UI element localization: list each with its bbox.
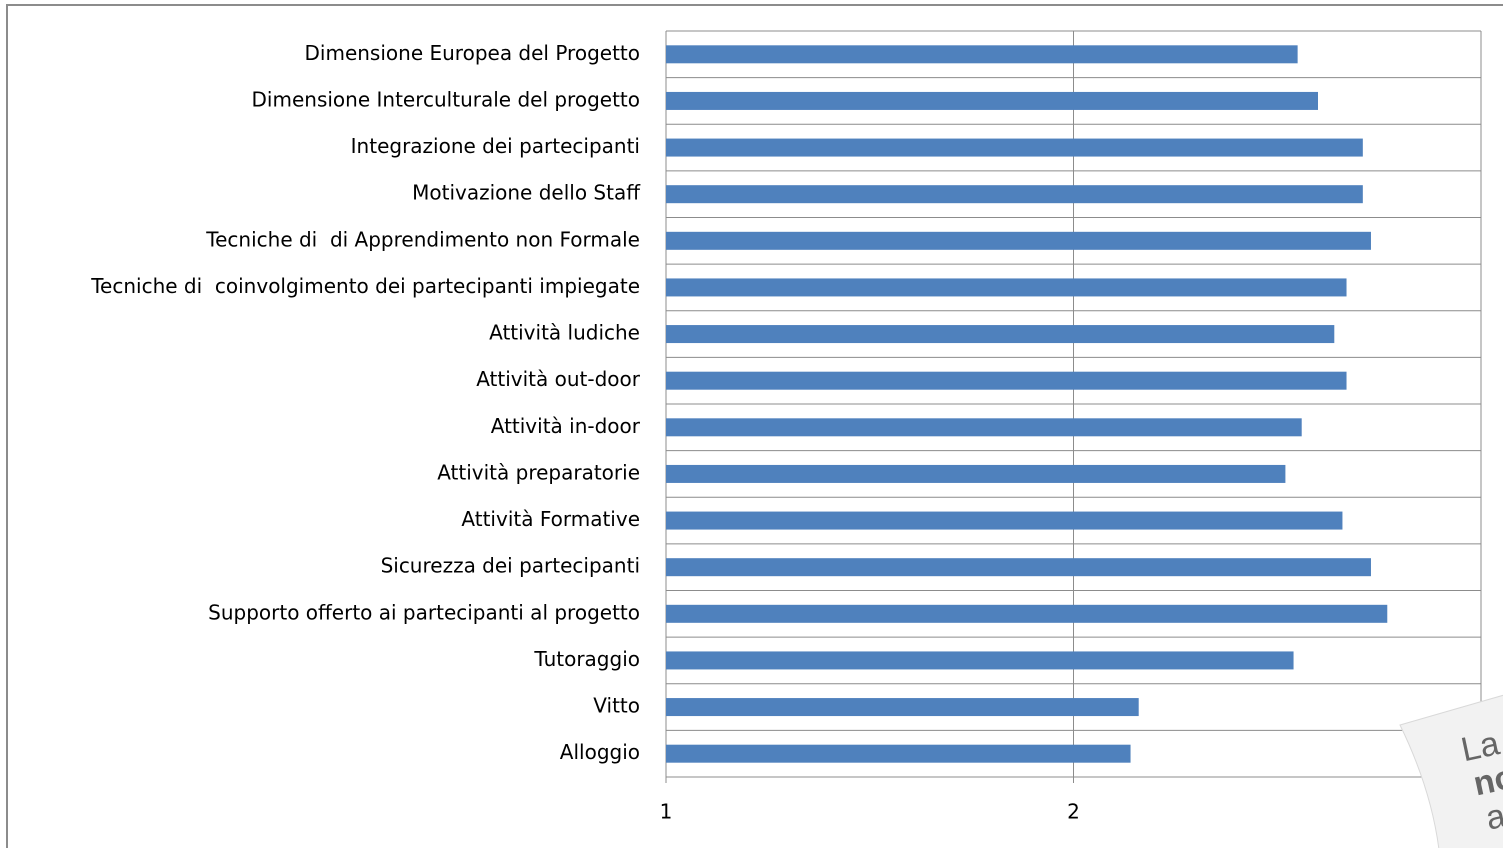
y-tick-label: Dimensione Europea del Progetto <box>305 41 640 65</box>
y-tick-label: Attività out-door <box>476 367 641 391</box>
bar <box>666 511 1343 530</box>
bar <box>666 231 1371 250</box>
y-tick-label: Tecniche di coinvolgimento dei partecipa… <box>90 274 640 298</box>
bar <box>666 371 1347 390</box>
y-tick-label: Tutoraggio <box>533 647 640 671</box>
y-tick-label: Tecniche di di Apprendimento non Formale <box>205 227 640 251</box>
y-tick-label: Attività Formative <box>461 507 640 531</box>
y-tick-label: Vitto <box>593 694 640 718</box>
y-tick-label: Alloggio <box>560 740 640 764</box>
bar <box>666 558 1371 577</box>
y-tick-label: Dimensione Interculturale del progetto <box>252 87 640 111</box>
frame <box>6 4 1503 848</box>
note-paper <box>1399 685 1503 848</box>
y-tick-label: Integrazione dei partecipanti <box>351 134 640 158</box>
y-tick-label: Supporto offerto ai partecipanti al prog… <box>208 600 640 624</box>
bar <box>666 744 1131 763</box>
note-text: La <box>1458 724 1503 769</box>
bar <box>666 45 1298 64</box>
bar <box>666 464 1286 483</box>
note-text: a <box>1482 797 1503 838</box>
bar <box>666 138 1363 157</box>
bar <box>666 651 1294 670</box>
bar <box>666 185 1363 204</box>
y-tick-label: Sicurezza dei partecipanti <box>381 554 640 578</box>
y-tick-label: Motivazione dello Staff <box>412 181 641 205</box>
y-tick-label: Attività ludiche <box>489 321 640 345</box>
y-tick-label: Attività in-door <box>491 414 641 438</box>
x-tick-label: 1 <box>660 800 673 824</box>
note-text: no <box>1470 758 1503 804</box>
y-tick-label: Attività preparatorie <box>437 460 640 484</box>
bar <box>666 325 1335 344</box>
bar <box>666 418 1302 437</box>
bar <box>666 91 1318 110</box>
bar <box>666 604 1388 623</box>
bar <box>666 278 1347 297</box>
x-tick-label: 2 <box>1067 800 1080 824</box>
bar <box>666 698 1139 717</box>
